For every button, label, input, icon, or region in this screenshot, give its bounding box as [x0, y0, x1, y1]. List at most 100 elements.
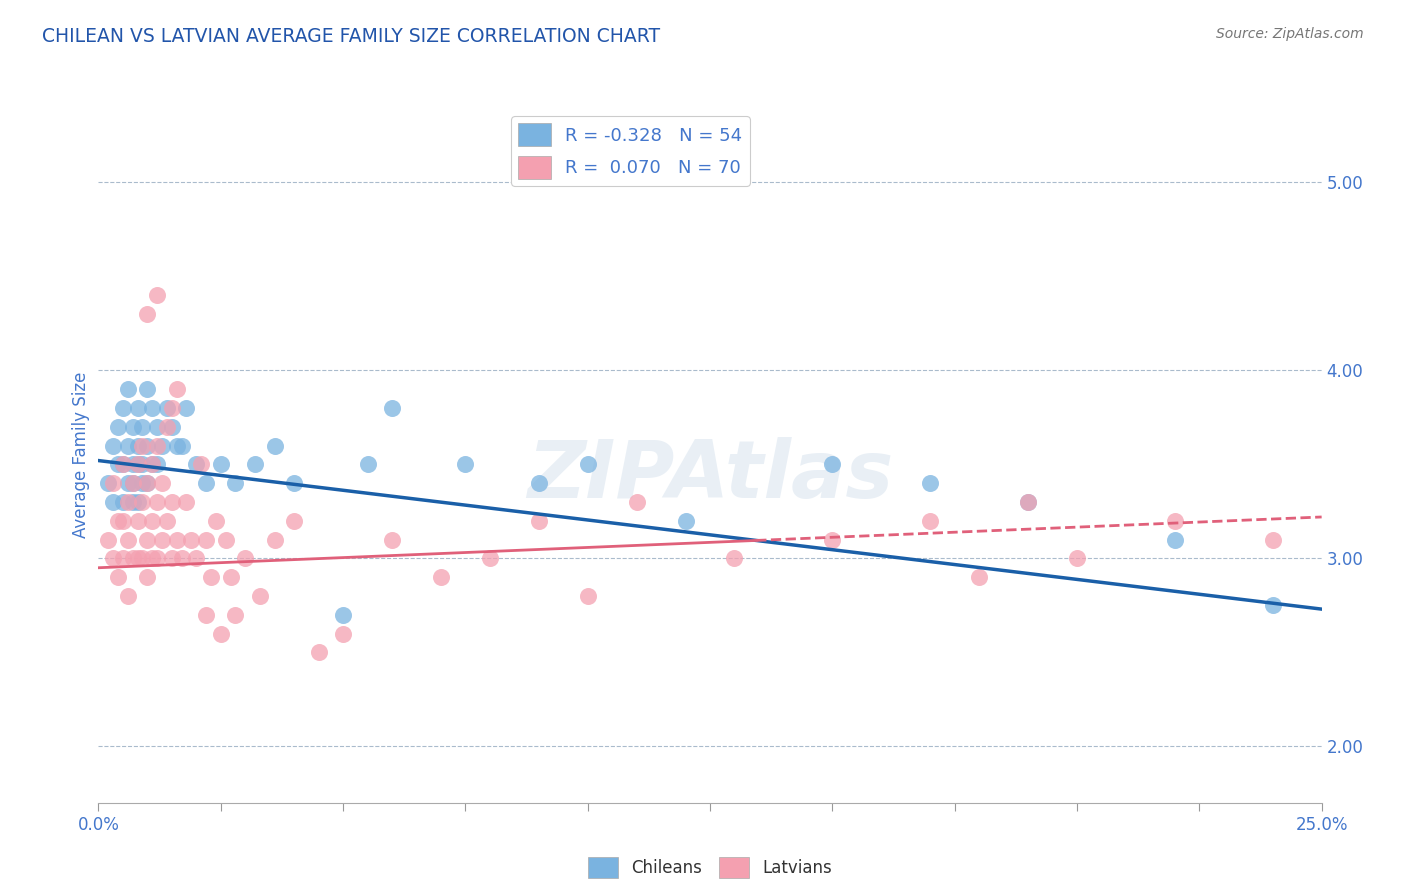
Point [141, 458, 163, 472]
Point [127, 438, 149, 452]
Point [821, 533, 844, 547]
Text: ZIPAtlas: ZIPAtlas [527, 437, 893, 515]
Y-axis label: Average Family Size: Average Family Size [72, 372, 90, 538]
Point [121, 458, 143, 472]
Point [283, 476, 305, 491]
Point [141, 514, 163, 528]
Point [166, 533, 188, 547]
Point [136, 533, 159, 547]
Point [150, 533, 173, 547]
Point [127, 551, 149, 566]
Point [576, 458, 599, 472]
Point [160, 551, 183, 566]
Point [381, 533, 404, 547]
Point [121, 419, 143, 434]
Point [626, 495, 648, 509]
Point [576, 589, 599, 603]
Point [146, 419, 169, 434]
Point [107, 514, 129, 528]
Point [176, 401, 198, 415]
Point [723, 551, 745, 566]
Point [1164, 533, 1187, 547]
Point [1066, 551, 1088, 566]
Point [967, 570, 990, 584]
Point [1017, 495, 1039, 509]
Point [111, 458, 134, 472]
Point [146, 551, 169, 566]
Point [527, 476, 550, 491]
Text: Source: ZipAtlas.com: Source: ZipAtlas.com [1216, 27, 1364, 41]
Point [156, 401, 179, 415]
Point [131, 458, 153, 472]
Point [107, 419, 129, 434]
Point [243, 458, 266, 472]
Point [170, 551, 193, 566]
Text: CHILEAN VS LATVIAN AVERAGE FAMILY SIZE CORRELATION CHART: CHILEAN VS LATVIAN AVERAGE FAMILY SIZE C… [42, 27, 661, 45]
Point [200, 570, 222, 584]
Point [141, 551, 163, 566]
Point [195, 607, 218, 622]
Point [195, 476, 218, 491]
Point [97, 476, 120, 491]
Point [101, 551, 124, 566]
Point [332, 626, 354, 640]
Point [186, 458, 208, 472]
Point [101, 438, 124, 452]
Point [107, 458, 129, 472]
Point [381, 401, 404, 415]
Point [127, 495, 149, 509]
Legend: Chileans, Latvians: Chileans, Latvians [582, 850, 838, 885]
Point [1164, 514, 1187, 528]
Point [224, 607, 246, 622]
Point [205, 514, 228, 528]
Point [332, 607, 354, 622]
Point [821, 458, 844, 472]
Point [117, 495, 139, 509]
Point [430, 570, 453, 584]
Point [156, 419, 179, 434]
Point [219, 570, 242, 584]
Point [131, 495, 153, 509]
Point [101, 476, 124, 491]
Point [141, 458, 163, 472]
Point [160, 419, 183, 434]
Point [127, 458, 149, 472]
Point [111, 495, 134, 509]
Point [170, 438, 193, 452]
Point [111, 401, 134, 415]
Point [131, 476, 153, 491]
Point [117, 589, 139, 603]
Point [136, 307, 159, 321]
Point [136, 476, 159, 491]
Point [176, 495, 198, 509]
Point [146, 288, 169, 302]
Point [146, 495, 169, 509]
Point [150, 438, 173, 452]
Point [675, 514, 697, 528]
Point [283, 514, 305, 528]
Point [111, 551, 134, 566]
Point [1017, 495, 1039, 509]
Point [214, 533, 236, 547]
Point [920, 476, 942, 491]
Point [146, 458, 169, 472]
Point [121, 476, 143, 491]
Point [186, 551, 208, 566]
Point [150, 476, 173, 491]
Point [136, 382, 159, 396]
Point [127, 514, 149, 528]
Point [156, 514, 179, 528]
Point [121, 551, 143, 566]
Point [121, 495, 143, 509]
Point [195, 533, 218, 547]
Point [117, 382, 139, 396]
Point [308, 645, 330, 659]
Point [141, 401, 163, 415]
Point [233, 551, 256, 566]
Point [121, 476, 143, 491]
Point [136, 476, 159, 491]
Point [209, 458, 232, 472]
Point [131, 419, 153, 434]
Point [209, 626, 232, 640]
Point [111, 514, 134, 528]
